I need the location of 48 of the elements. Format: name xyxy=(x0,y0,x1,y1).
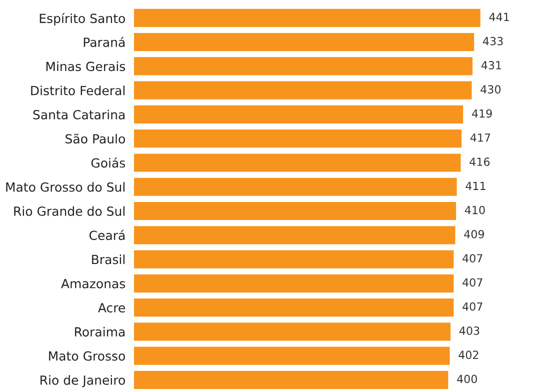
bar xyxy=(134,370,448,389)
y-tick-label: Ceará xyxy=(89,230,125,240)
data-label: 430 xyxy=(480,85,501,94)
data-label: 410 xyxy=(464,206,485,214)
y-tick-label: São Paulo xyxy=(66,134,125,144)
bar xyxy=(134,105,464,124)
data-label: 411 xyxy=(466,182,486,190)
data-label: 400 xyxy=(457,374,477,384)
bar xyxy=(134,298,454,317)
bar xyxy=(134,346,450,365)
bar xyxy=(134,178,457,196)
bar xyxy=(134,226,456,244)
y-tick-label: Mato Grosso do Sul xyxy=(6,182,124,192)
bar xyxy=(134,130,462,148)
data-label: 416 xyxy=(470,158,490,166)
bar xyxy=(134,33,474,52)
data-label: 402 xyxy=(458,350,478,360)
data-label: 419 xyxy=(472,109,492,118)
y-tick-label: Roraima xyxy=(75,326,125,337)
data-label: 433 xyxy=(482,36,503,46)
bar xyxy=(134,57,473,76)
bar xyxy=(134,274,454,292)
y-tick-label: Espírito Santo xyxy=(40,12,125,26)
y-tick-label: Rio Grande do Sul xyxy=(14,206,124,216)
data-label: 417 xyxy=(470,134,490,142)
data-label: 407 xyxy=(462,302,482,311)
data-label: 431 xyxy=(481,61,502,70)
y-tick-label: Amazonas xyxy=(61,279,126,288)
y-tick-label: Rio de Janeiro xyxy=(40,375,125,388)
y-tick-label: Minas Gerais xyxy=(46,61,126,72)
data-label: 407 xyxy=(462,254,482,262)
bar xyxy=(134,8,480,27)
y-tick-label: Acre xyxy=(98,303,125,312)
data-label: 403 xyxy=(459,326,480,335)
bar xyxy=(134,322,451,341)
y-tick-label: Santa Catarina xyxy=(33,110,125,120)
y-tick-label: Distrito Federal xyxy=(31,86,124,96)
bar xyxy=(134,154,461,172)
y-tick-label: Paraná xyxy=(84,36,125,48)
y-tick-label: Goiás xyxy=(91,157,126,168)
y-tick-label: Brasil xyxy=(92,254,124,264)
data-label: 441 xyxy=(489,12,509,22)
bar xyxy=(134,81,472,100)
bar xyxy=(134,202,456,220)
data-label: 409 xyxy=(464,230,484,238)
bar xyxy=(134,250,454,268)
y-tick-label: Mato Grosso xyxy=(49,351,125,361)
data-label: 407 xyxy=(462,278,482,287)
